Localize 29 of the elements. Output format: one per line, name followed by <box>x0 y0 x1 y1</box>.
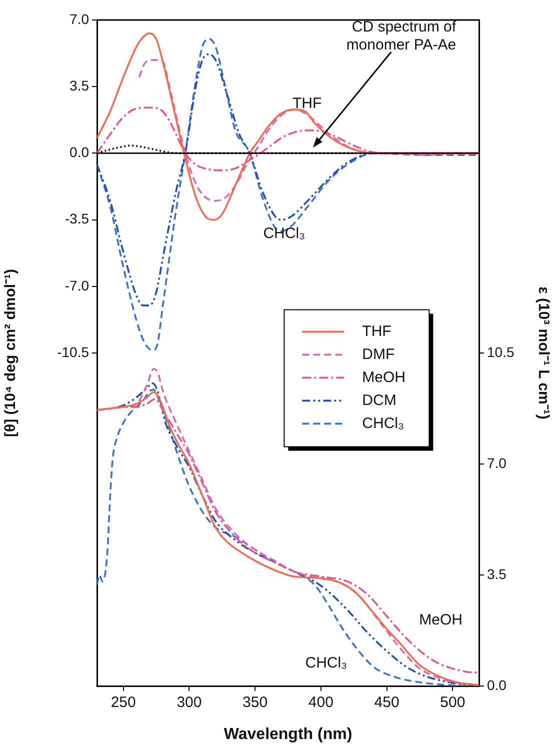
x-tick-label: 500 <box>440 694 466 712</box>
annotation: CHCl₃ <box>263 225 306 242</box>
legend-label: CHCl₃ <box>362 414 404 432</box>
legend-label: DMF <box>362 346 395 363</box>
annotation: MeOH <box>419 611 462 628</box>
annotation: THF <box>292 95 322 112</box>
y-tick-label: -7.0 <box>64 277 90 294</box>
x-tick-label: 350 <box>242 694 268 712</box>
y-tick-label: -3.5 <box>64 210 90 227</box>
x-tick-label: 300 <box>176 694 202 712</box>
legend-label: MeOH <box>362 368 406 386</box>
y-tick-label: 0.0 <box>70 144 90 160</box>
y-tick-label: 3.5 <box>70 77 90 94</box>
y-tick-label: 7.0 <box>70 10 90 27</box>
y2-tick-label: 7.0 <box>487 454 507 471</box>
x-tick-label: 450 <box>374 694 400 712</box>
y2-tick-label: 0.0 <box>487 676 507 693</box>
y2-tick-label: 10.5 <box>487 344 514 360</box>
y2-tick-label: 3.5 <box>487 566 507 582</box>
legend-label: THF <box>362 322 392 340</box>
annotation: CD spectrum of monomer PA-Ae <box>346 18 457 54</box>
x-axis-title: Wavelength (nm) <box>224 726 352 743</box>
y-axis-title: [θ] (10⁴ deg cm² dmol⁻¹) <box>2 268 20 438</box>
y2-axis-title: ε (10³ mol⁻¹ L cm⁻¹) <box>534 286 552 420</box>
x-tick-label: 400 <box>308 694 334 712</box>
y-tick-label: -10.5 <box>57 344 90 360</box>
legend-label: DCM <box>362 392 396 409</box>
x-tick-label: 250 <box>110 694 136 712</box>
annotation: CHCl₃ <box>305 654 348 672</box>
